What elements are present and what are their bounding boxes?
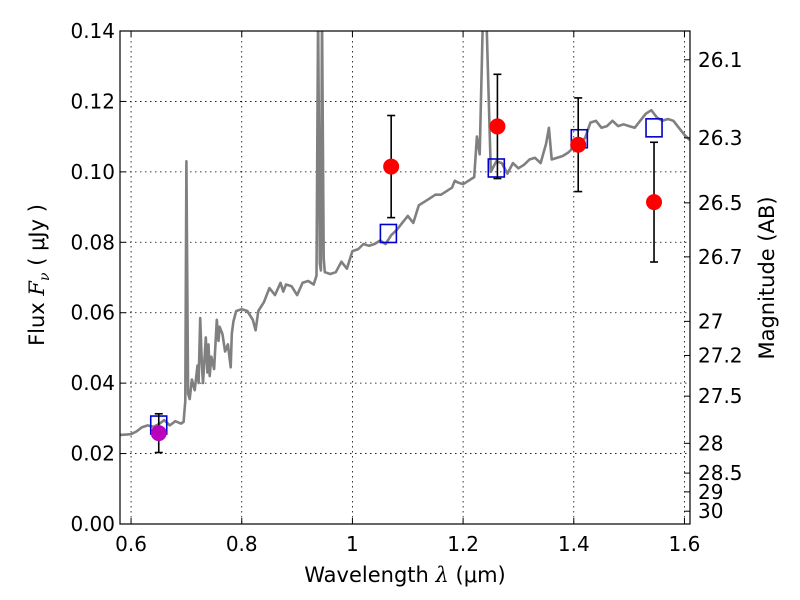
model-square-marker [379,223,398,244]
photometry-point [489,118,506,135]
x-axis-title-unit: (μm) [456,563,506,587]
right-tick-label: 29 [698,480,723,504]
photometry-point [570,136,587,153]
model-square-marker [645,118,663,138]
right-axis-title: Magnitude (AB) [755,196,779,359]
right-tick-label: 27 [698,309,723,333]
right-tick-label: 26.5 [698,191,743,215]
right-tick-label: 26.7 [698,245,743,269]
x-tick-label: 0.6 [115,532,147,556]
y-tick-label: 0.12 [70,89,115,113]
y-tick-label: 0.02 [70,442,115,466]
x-axis-title-symbol: λ [435,563,449,587]
axis-ticks: 0.6 0.8 1 1.2 1.4 1.6 0.00 0.02 0.04 0.06 0.08 0.10… [70,19,742,556]
grid-lines [120,31,690,524]
y-axis-title: Flux Fν ( μJy ) [25,204,54,346]
y-axis-title-unit: ( μJy ) [25,204,49,266]
x-axis-title: Wavelength λ (μm) [304,563,505,587]
x-axis-title-prefix: Wavelength [304,563,429,587]
spectrum-line [120,31,690,437]
y-tick-label: 0.00 [70,512,115,536]
right-tick-label: 26.1 [698,48,743,72]
right-tick-label: 27.2 [698,343,743,367]
x-tick-label: 1.4 [558,532,590,556]
photometry-point [646,194,663,211]
photometry-point [383,158,400,175]
right-tick-label: 27.5 [698,384,743,408]
y-axis-title-symbol: F [25,280,49,297]
y-tick-label: 0.04 [70,371,115,395]
model-square-marker [487,158,506,178]
x-tick-label: 1.2 [447,532,479,556]
y-axis-title-subscript: ν [37,272,53,281]
photometry-points [149,73,663,454]
y-tick-label: 0.14 [70,19,115,43]
y-tick-label: 0.06 [70,301,115,325]
right-tick-label: 28.5 [698,461,743,485]
plot-frame [119,30,691,525]
x-tick-label: 1 [346,532,359,556]
y-tick-label: 0.10 [70,160,115,184]
spectrum-series [120,31,690,437]
right-tick-label: 28 [698,431,723,455]
photometry-point [150,425,167,442]
x-tick-label: 0.8 [226,532,258,556]
right-tick-label: 30 [698,499,723,523]
y-axis-title-prefix: Flux [25,302,49,346]
x-tick-label: 1.6 [669,532,701,556]
right-tick-label: 26.3 [698,126,743,150]
y-tick-label: 0.08 [70,230,115,254]
